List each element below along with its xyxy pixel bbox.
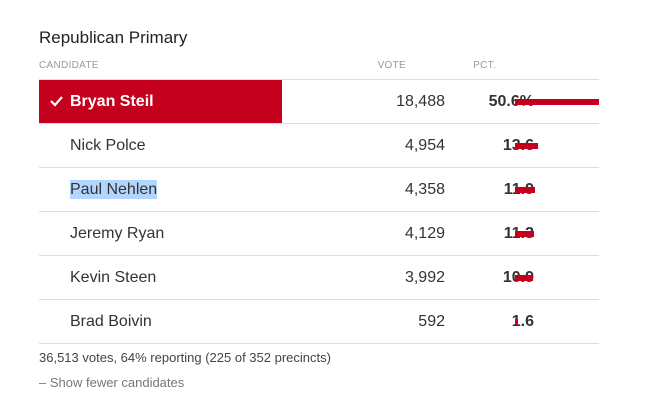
show-fewer-candidates-link[interactable]: – Show fewer candidates [39,375,185,390]
candidate-name-cell: Brad Boivin [39,300,282,343]
results-table: Bryan Steil 18,488 50.6% Nick Polce 4,95… [39,79,599,344]
candidate-name-cell: Nick Polce [39,124,282,167]
candidate-name: Brad Boivin [70,313,152,330]
candidate-name: Bryan Steil [70,93,154,110]
candidate-row: Brad Boivin 592 1.6 [39,299,599,344]
pct-bar [515,143,538,149]
candidate-row: Jeremy Ryan 4,129 11.3 [39,211,599,255]
candidate-column-header: CANDIDATE [39,60,99,71]
candidate-votes: 4,358 [404,181,445,198]
checkmark-icon [50,96,63,107]
pct-column-header: PCT. [473,60,496,71]
candidate-pct: 1.6 [511,313,534,330]
pct-bar [515,187,535,193]
candidate-name: Kevin Steen [70,269,157,286]
pct-bar [515,319,518,325]
candidate-votes: 3,992 [404,269,445,286]
candidate-name-cell: Bryan Steil [39,80,282,123]
pct-bar [515,231,534,237]
vote-column-header: VOTE [377,60,406,71]
candidate-name: Nick Polce [70,137,146,154]
candidate-name-cell: Paul Nehlen [39,168,282,211]
candidate-votes: 4,129 [404,225,445,242]
candidate-row: Kevin Steen 3,992 10.9 [39,255,599,299]
pct-bar [515,275,533,281]
candidate-name: Paul Nehlen [70,180,158,199]
candidate-row: Paul Nehlen 4,358 11.9 [39,167,599,211]
candidate-pct: 50.6% [488,93,534,110]
pct-bar [515,99,599,105]
candidate-votes: 18,488 [396,93,445,110]
candidate-row: Nick Polce 4,954 13.6 [39,123,599,167]
candidate-name: Jeremy Ryan [70,225,165,242]
candidate-row: Bryan Steil 18,488 50.6% [39,79,599,123]
candidate-votes: 592 [418,313,445,330]
race-title: Republican Primary [39,28,188,47]
candidate-name-cell: Jeremy Ryan [39,212,282,255]
candidate-name-cell: Kevin Steen [39,256,282,299]
reporting-summary: 36,513 votes, 64% reporting (225 of 352 … [39,350,331,365]
candidate-votes: 4,954 [404,137,445,154]
